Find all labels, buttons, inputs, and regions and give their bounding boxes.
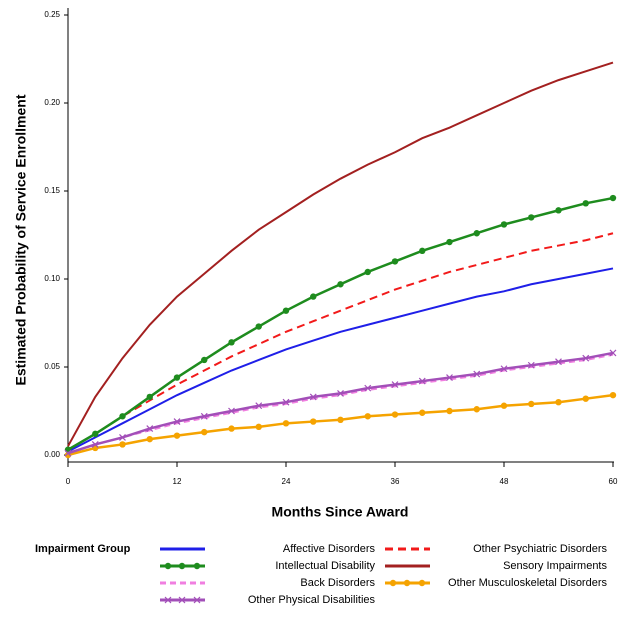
data-point (609, 391, 617, 399)
data-point (364, 413, 371, 420)
legend-label: Intellectual Disability (275, 560, 375, 572)
x-axis-title: Months Since Award (272, 504, 409, 520)
x-tick-label: 24 (282, 477, 291, 486)
data-point (146, 393, 153, 401)
legend-title: Impairment Group (35, 543, 131, 555)
data-point (364, 384, 372, 392)
legend-marker (164, 596, 172, 604)
data-point (200, 412, 208, 420)
data-point (419, 247, 426, 255)
x-tick-label: 12 (173, 477, 182, 486)
data-point (92, 430, 99, 438)
data-point (119, 441, 126, 448)
data-point (337, 389, 344, 397)
data-point (228, 425, 235, 432)
series-line (67, 267, 614, 453)
legend-label: Other Musculoskeletal Disorders (448, 577, 607, 589)
data-point (473, 370, 481, 378)
data-point (255, 423, 262, 431)
y-tick-label: 0.00 (44, 450, 60, 459)
data-point (609, 194, 617, 202)
data-point (419, 409, 426, 416)
legend-label: Sensory Impairments (503, 560, 607, 572)
data-point (309, 393, 317, 401)
series-line (67, 353, 614, 455)
data-point (582, 354, 590, 362)
legend-label: Other Psychiatric Disorders (473, 543, 607, 555)
y-tick-label: 0.20 (44, 98, 60, 107)
data-point (228, 339, 235, 346)
data-point (391, 381, 399, 389)
data-point (555, 358, 562, 366)
data-point (91, 441, 99, 448)
data-point (500, 402, 508, 409)
data-point (282, 307, 290, 314)
data-point (391, 258, 399, 265)
data-point (364, 268, 371, 276)
data-point (201, 428, 208, 436)
legend-marker (418, 579, 426, 587)
series-line (67, 61, 614, 447)
data-point (146, 435, 153, 443)
data-point (119, 433, 126, 441)
legend-label: Other Physical Disabilities (248, 594, 376, 606)
data-point (609, 349, 617, 357)
legend-marker (193, 562, 201, 570)
data-point (418, 377, 426, 385)
data-point (173, 374, 181, 381)
data-point (310, 418, 317, 425)
data-point (337, 416, 344, 423)
y-tick-label: 0.25 (44, 10, 60, 19)
y-tick-label: 0.05 (44, 362, 60, 371)
data-point (555, 399, 562, 406)
data-point (446, 374, 453, 381)
data-point (310, 293, 317, 300)
data-point (446, 407, 453, 415)
series-line (67, 232, 614, 451)
y-axis-title: Estimated Probability of Service Enrollm… (13, 94, 29, 385)
data-point (582, 200, 589, 207)
x-tick-label: 0 (66, 477, 71, 486)
data-point (201, 356, 208, 364)
data-point (255, 402, 263, 410)
data-point (337, 281, 344, 288)
data-point (228, 407, 235, 415)
legend-marker (193, 596, 201, 604)
data-point (255, 323, 262, 330)
data-point (473, 406, 480, 413)
data-point (282, 398, 290, 406)
legend-marker (178, 596, 186, 604)
x-tick-label: 48 (500, 477, 509, 486)
data-point (119, 413, 126, 420)
legend-label: Affective Disorders (283, 543, 376, 555)
y-tick-label: 0.15 (44, 186, 60, 195)
data-point (528, 214, 535, 221)
data-point (582, 395, 589, 402)
data-point (500, 365, 508, 373)
data-point (173, 432, 181, 439)
y-tick-label: 0.10 (44, 274, 60, 283)
data-point (528, 400, 535, 408)
legend-marker (403, 579, 411, 587)
legend-marker (389, 579, 397, 587)
legend-marker (178, 562, 186, 570)
data-point (146, 425, 154, 433)
data-point (446, 238, 453, 246)
legend-marker (164, 562, 172, 570)
legend-label: Back Disorders (300, 577, 375, 589)
data-point (527, 361, 535, 369)
x-tick-label: 60 (609, 477, 618, 486)
data-point (173, 418, 181, 425)
data-point (500, 221, 508, 228)
data-point (473, 230, 480, 237)
data-point (391, 411, 399, 418)
data-point (282, 420, 290, 427)
x-tick-label: 36 (391, 477, 400, 486)
data-point (555, 207, 562, 214)
data-point (64, 449, 72, 457)
